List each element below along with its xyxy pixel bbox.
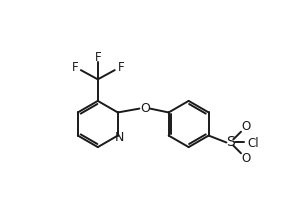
Text: S: S xyxy=(226,135,235,149)
Text: F: F xyxy=(118,60,124,74)
Text: O: O xyxy=(242,152,251,165)
Text: N: N xyxy=(115,131,124,144)
Text: O: O xyxy=(242,120,251,133)
Text: O: O xyxy=(140,102,150,115)
Text: F: F xyxy=(94,51,101,64)
Text: F: F xyxy=(71,60,78,74)
Text: Cl: Cl xyxy=(247,137,259,150)
